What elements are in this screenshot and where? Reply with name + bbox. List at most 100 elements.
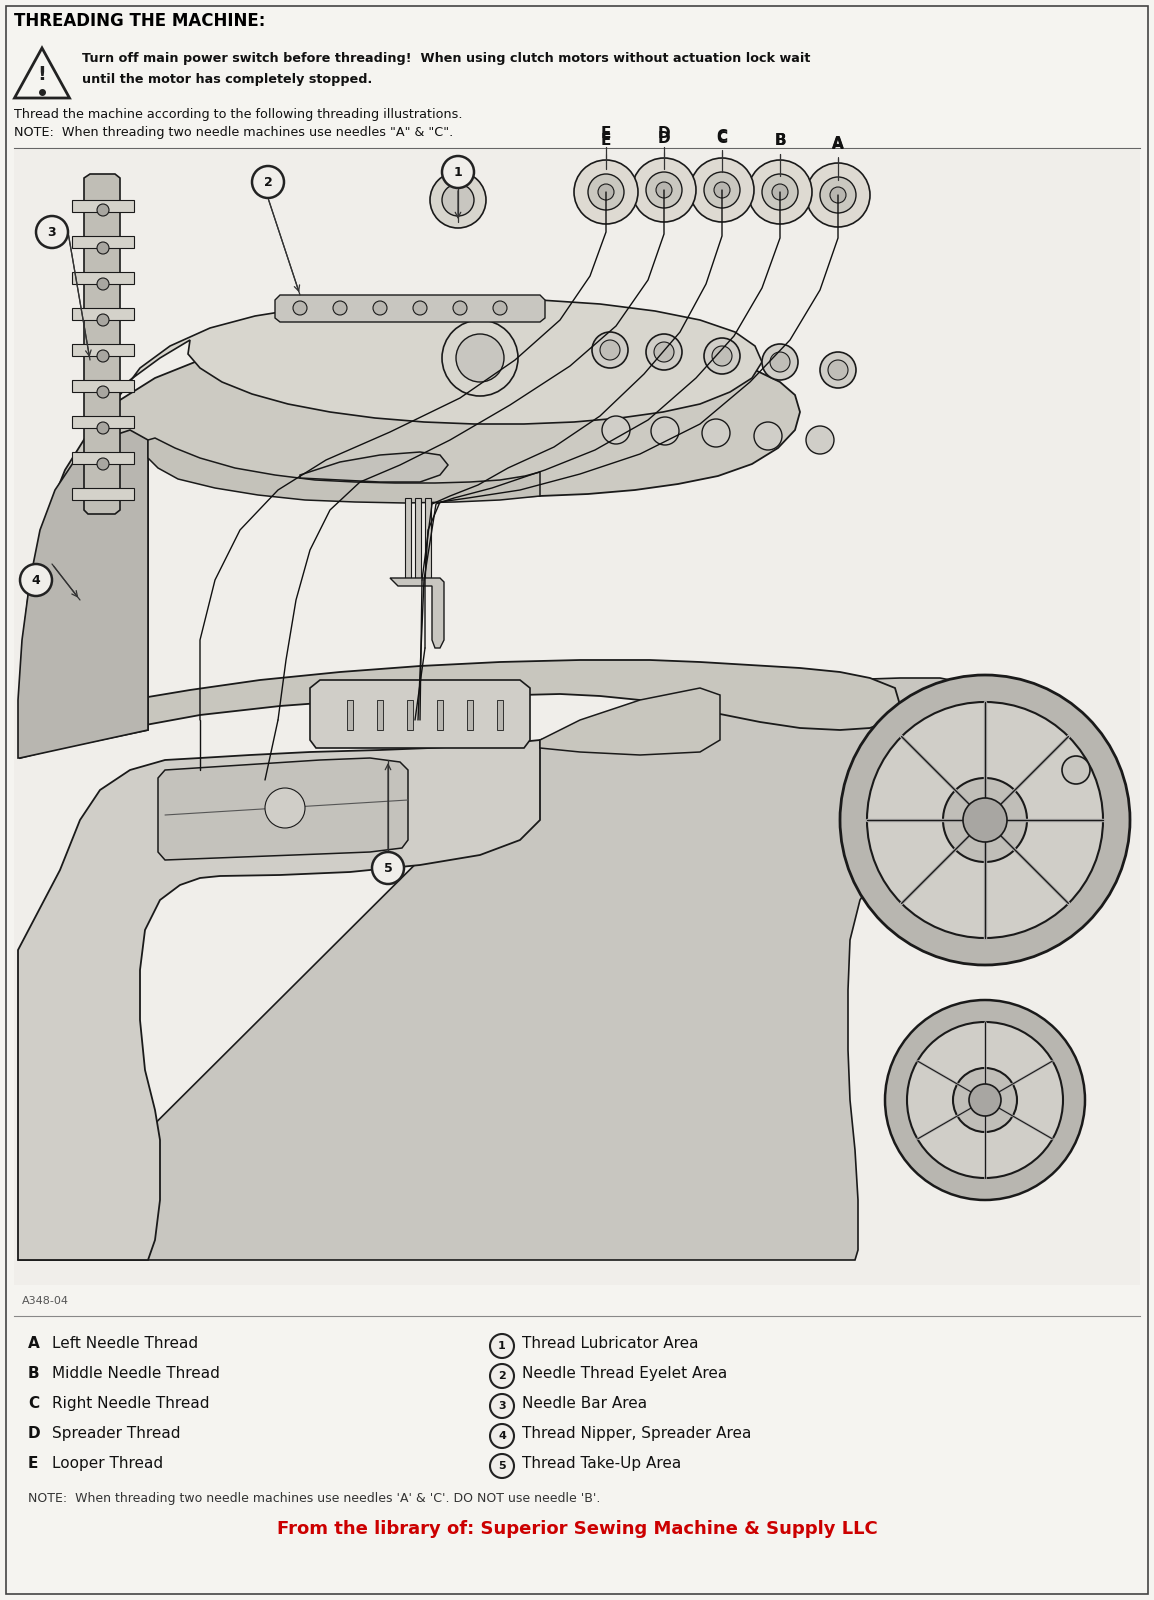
Circle shape <box>373 301 387 315</box>
Circle shape <box>867 702 1103 938</box>
Circle shape <box>442 157 474 187</box>
Text: 3: 3 <box>47 226 57 238</box>
Polygon shape <box>18 678 971 1261</box>
Circle shape <box>805 163 870 227</box>
Circle shape <box>820 352 856 387</box>
Text: C: C <box>28 1395 39 1411</box>
Polygon shape <box>72 451 134 464</box>
Circle shape <box>293 301 307 315</box>
Text: 5: 5 <box>499 1461 505 1470</box>
Polygon shape <box>275 294 545 322</box>
Circle shape <box>632 158 696 222</box>
Circle shape <box>97 314 108 326</box>
Circle shape <box>97 458 108 470</box>
Polygon shape <box>540 688 720 755</box>
Circle shape <box>1062 757 1091 784</box>
Circle shape <box>490 1363 514 1387</box>
Circle shape <box>829 360 848 379</box>
Text: B: B <box>28 1366 39 1381</box>
Circle shape <box>490 1454 514 1478</box>
Bar <box>425 498 430 578</box>
Circle shape <box>840 675 1130 965</box>
Polygon shape <box>158 758 409 861</box>
Circle shape <box>430 171 486 227</box>
Bar <box>497 701 503 730</box>
Circle shape <box>456 334 504 382</box>
Circle shape <box>97 278 108 290</box>
Text: B: B <box>774 133 786 149</box>
Polygon shape <box>148 438 540 502</box>
Bar <box>407 701 413 730</box>
Text: THREADING THE MACHINE:: THREADING THE MACHINE: <box>14 11 265 30</box>
Circle shape <box>490 1424 514 1448</box>
Circle shape <box>442 184 474 216</box>
Circle shape <box>651 418 679 445</box>
Circle shape <box>97 386 108 398</box>
Text: Turn off main power switch before threading!  When using clutch motors without a: Turn off main power switch before thread… <box>82 51 810 66</box>
Circle shape <box>962 798 1007 842</box>
Circle shape <box>493 301 507 315</box>
Text: 2: 2 <box>499 1371 505 1381</box>
Text: 3: 3 <box>499 1402 505 1411</box>
Text: A: A <box>832 138 844 152</box>
Bar <box>467 701 473 730</box>
Text: E: E <box>601 133 612 149</box>
Polygon shape <box>72 200 134 211</box>
Circle shape <box>372 851 404 883</box>
Circle shape <box>646 171 682 208</box>
Circle shape <box>490 1394 514 1418</box>
Circle shape <box>762 174 799 210</box>
Circle shape <box>265 787 305 829</box>
Polygon shape <box>115 299 762 424</box>
Circle shape <box>602 416 630 443</box>
Circle shape <box>655 182 672 198</box>
Text: A: A <box>832 136 844 150</box>
Text: E: E <box>601 126 612 141</box>
Text: 5: 5 <box>383 861 392 875</box>
Circle shape <box>754 422 782 450</box>
Bar <box>437 701 443 730</box>
Circle shape <box>454 301 467 315</box>
Text: B: B <box>774 133 786 149</box>
Text: 1: 1 <box>499 1341 505 1350</box>
Circle shape <box>334 301 347 315</box>
Circle shape <box>442 320 518 395</box>
Text: D: D <box>28 1426 40 1442</box>
Circle shape <box>252 166 284 198</box>
Circle shape <box>574 160 638 224</box>
Polygon shape <box>15 48 69 98</box>
Text: 1: 1 <box>454 165 463 179</box>
Circle shape <box>589 174 624 210</box>
Circle shape <box>592 333 628 368</box>
Polygon shape <box>20 659 900 758</box>
Text: Needle Thread Eyelet Area: Needle Thread Eyelet Area <box>522 1366 727 1381</box>
Text: Thread the machine according to the following threading illustrations.: Thread the machine according to the foll… <box>14 109 463 122</box>
Text: NOTE:  When threading two needle machines use needles 'A' & 'C'. DO NOT use need: NOTE: When threading two needle machines… <box>28 1491 600 1506</box>
Text: Spreader Thread: Spreader Thread <box>52 1426 180 1442</box>
Text: A348-04: A348-04 <box>22 1296 69 1306</box>
Circle shape <box>20 565 52 595</box>
Polygon shape <box>72 307 134 320</box>
Text: until the motor has completely stopped.: until the motor has completely stopped. <box>82 74 373 86</box>
Circle shape <box>97 203 108 216</box>
Bar <box>377 701 383 730</box>
Circle shape <box>820 178 856 213</box>
Circle shape <box>805 426 834 454</box>
Circle shape <box>748 160 812 224</box>
Polygon shape <box>72 416 134 427</box>
Polygon shape <box>20 336 800 758</box>
Polygon shape <box>18 430 148 758</box>
Text: Thread Take-Up Area: Thread Take-Up Area <box>522 1456 681 1470</box>
Circle shape <box>704 171 740 208</box>
Circle shape <box>969 1085 1001 1117</box>
Circle shape <box>598 184 614 200</box>
Bar <box>14 150 1140 1285</box>
Circle shape <box>704 338 740 374</box>
Polygon shape <box>84 174 120 514</box>
Text: A: A <box>28 1336 39 1350</box>
Circle shape <box>762 344 799 379</box>
Bar <box>415 498 421 578</box>
Circle shape <box>712 346 732 366</box>
Text: D: D <box>658 131 670 146</box>
Circle shape <box>772 184 788 200</box>
